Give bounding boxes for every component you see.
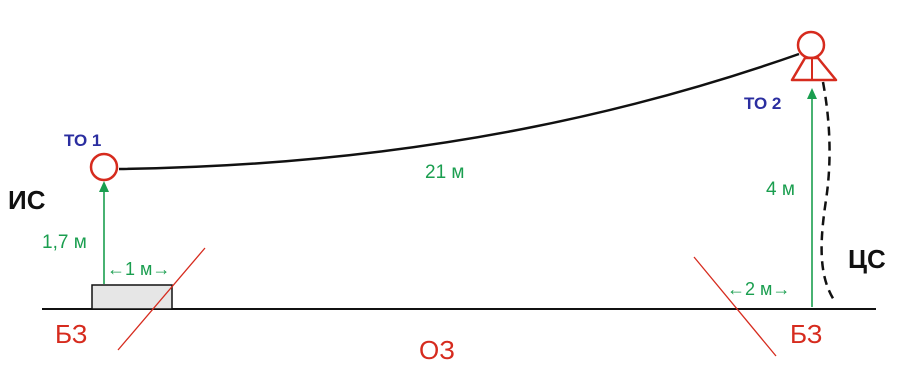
- to2-label: ТО 2: [744, 94, 781, 113]
- bz-right-label: БЗ: [790, 319, 822, 349]
- hanging-rope-dashed: [820, 81, 836, 301]
- height-arrow-right-head: [807, 88, 817, 99]
- carabiner-icon: [790, 56, 838, 82]
- platform-box: [91, 284, 173, 310]
- to1-label: ТО 1: [64, 131, 101, 150]
- height-left-label: 1,7 м: [42, 232, 87, 253]
- boundary-line-left: [117, 247, 206, 351]
- height-right-label: 4 м: [766, 179, 795, 200]
- distance-label: 21 м: [425, 162, 464, 183]
- width-left-label: ←1 м→: [107, 259, 170, 279]
- width-right-label: ←2 м→: [727, 279, 790, 299]
- bz-left-label: БЗ: [55, 319, 87, 349]
- boundary-line-right: [693, 256, 777, 357]
- height-arrow-left-head: [99, 181, 109, 192]
- oz-label: ОЗ: [419, 335, 455, 365]
- is-label: ИС: [8, 185, 46, 215]
- anchor-ring-left-icon: [89, 152, 119, 182]
- cs-label: ЦС: [848, 244, 886, 274]
- rope-line: [118, 52, 800, 171]
- anchor-ring-right-icon: [796, 30, 826, 60]
